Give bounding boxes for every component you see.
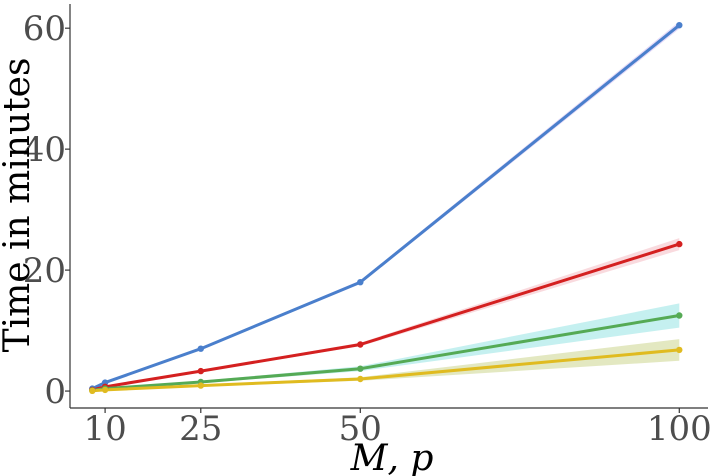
y-tick-label: 40 [23,130,66,170]
data-point [357,341,364,348]
y-tick-label: 0 [44,372,66,412]
data-point [676,240,683,248]
x-tick-label: 50 [339,409,382,449]
x-axis-ticks: 10 25 50 100 [83,408,712,449]
data-point [676,312,683,319]
y-axis-title: Time in minutes [0,58,38,353]
confidence-band-4 [92,339,680,391]
data-point [197,345,204,352]
y-tick-label: 60 [23,9,66,49]
data-point [197,382,204,389]
data-point [676,346,683,354]
x-tick-label: 100 [647,409,712,449]
data-point [357,375,364,383]
data-point [357,365,364,372]
data-point [676,22,683,29]
data-point [89,387,96,394]
x-tick-label: 10 [83,409,126,449]
confidence-bands [92,21,680,391]
x-tick-label: 25 [179,409,222,449]
series-line-2 [90,242,681,392]
y-axis-ticks: 0 20 40 60 [23,9,70,412]
data-point [101,386,109,394]
data-point [197,367,204,375]
data-point [357,279,364,286]
series-points [89,22,683,394]
y-tick-label: 20 [23,251,66,291]
x-axis-title: M, p [350,438,434,476]
